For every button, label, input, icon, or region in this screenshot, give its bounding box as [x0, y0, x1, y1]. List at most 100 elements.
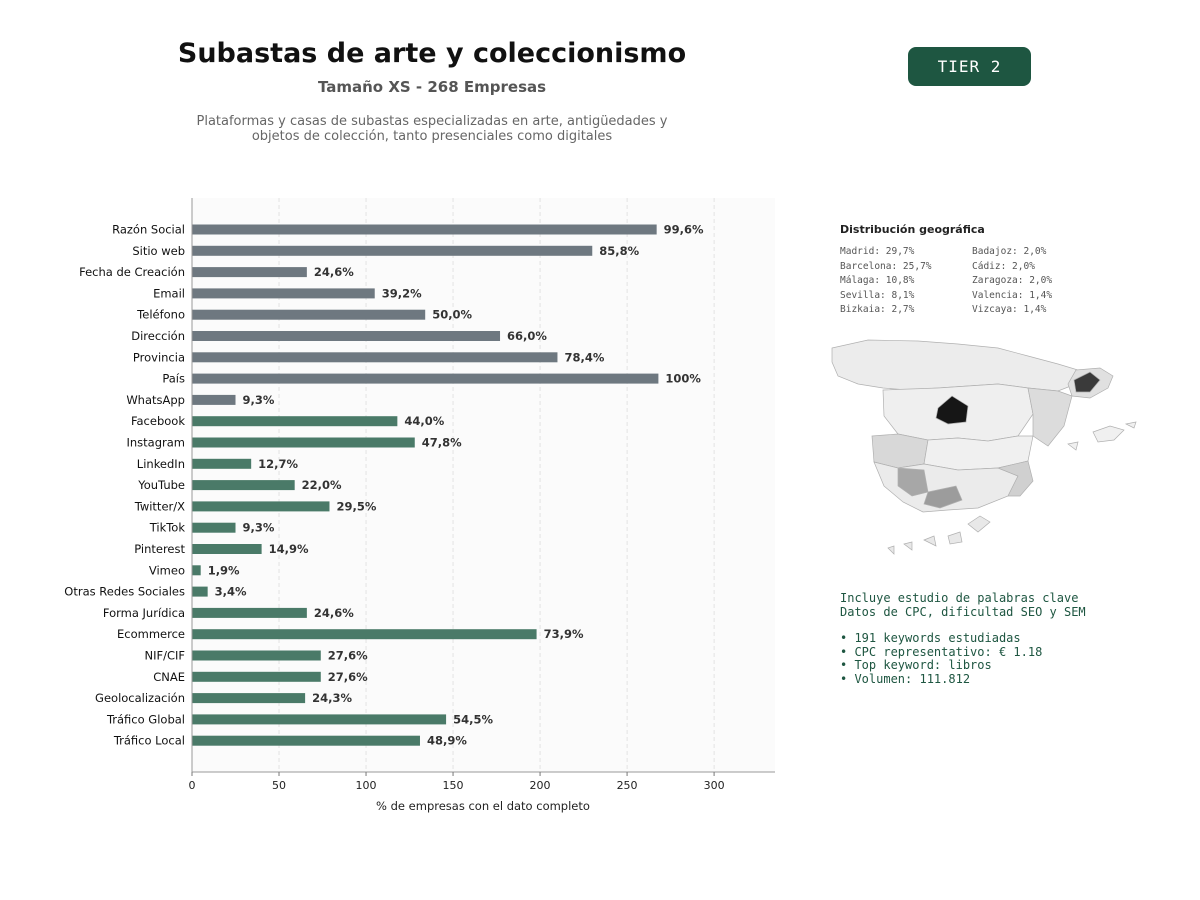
category-label: Dirección: [131, 329, 185, 343]
geo-item: Barcelona: 25,7%: [840, 260, 932, 272]
bar: [192, 437, 415, 448]
category-label: Instagram: [126, 436, 185, 450]
x-tick-label: 150: [443, 779, 464, 792]
category-label: NIF/CIF: [144, 649, 185, 663]
geo-item: Madrid: 29,7%: [840, 246, 915, 257]
map-region-balearic: [1067, 421, 1137, 451]
bar: [192, 288, 375, 299]
category-label: CNAE: [153, 670, 185, 684]
x-tick-label: 200: [530, 779, 551, 792]
bar: [192, 352, 558, 363]
category-label: Pinterest: [134, 542, 185, 556]
bar: [192, 650, 321, 661]
keywords-line-2: Datos de CPC, dificultad SEO y SEM: [840, 604, 1086, 619]
keywords-panel: Incluye estudio de palabras clave Datos …: [840, 591, 1086, 686]
data-label: 73,9%: [544, 627, 584, 641]
map-region-madrid: [935, 395, 969, 425]
data-label: 100%: [665, 372, 701, 386]
data-label: 14,9%: [269, 542, 309, 556]
keywords-bullet: • CPC representativo: € 1.18: [840, 644, 1043, 659]
data-label: 78,4%: [564, 350, 604, 364]
category-label: Geolocalización: [95, 691, 185, 705]
category-label: WhatsApp: [126, 393, 185, 407]
keywords-line-1: Incluye estudio de palabras clave: [840, 591, 1079, 605]
category-label: Facebook: [131, 414, 185, 428]
data-label: 24,3%: [312, 691, 352, 705]
bar: [192, 735, 420, 746]
category-label: Razón Social: [112, 223, 185, 237]
data-label: 29,5%: [336, 499, 376, 513]
category-label: Tráfico Global: [106, 712, 185, 726]
geo-item: Vizcaya: 1,4%: [972, 304, 1047, 315]
data-label: 22,0%: [302, 478, 342, 492]
bar: [192, 693, 306, 704]
geo-item: Cádiz: 2,0%: [972, 260, 1035, 272]
data-label: 24,6%: [314, 265, 354, 279]
x-ticks: 0 50 100 150 200 250 300: [189, 772, 725, 792]
bar: [192, 544, 262, 554]
map-region-canary: [887, 515, 991, 555]
map-region-malaga: [923, 485, 963, 509]
bars: Razón Social 99,6% Sitio web 85,8% Fecha de …: [64, 223, 704, 748]
bar: [192, 245, 593, 256]
data-label: 9,3%: [243, 521, 275, 535]
map-region-barcelona: [1073, 371, 1101, 393]
geo-distribution-list: Madrid: 29,7% Badajoz: 2,0% Barcelona: 2…: [840, 246, 1110, 315]
bar: [192, 714, 447, 725]
page-subtitle: Tamaño XS - 268 Empresas: [317, 78, 547, 96]
geo-item: Málaga: 10,8%: [840, 275, 915, 286]
bar: [192, 480, 295, 491]
bar: [192, 394, 236, 405]
bar: [192, 267, 307, 278]
data-label: 39,2%: [382, 286, 422, 300]
category-label: Otras Redes Sociales: [64, 585, 185, 599]
bar: [192, 373, 659, 384]
data-label: 3,4%: [215, 585, 247, 599]
bar: [192, 224, 657, 235]
description-line-2: objetos de colección, tanto presenciales…: [251, 129, 613, 144]
category-label: Forma Jurídica: [103, 606, 185, 620]
data-label: 27,6%: [328, 670, 368, 684]
data-label: 1,9%: [208, 563, 240, 577]
data-label: 85,8%: [599, 244, 639, 258]
category-label: Provincia: [133, 350, 185, 364]
description-line-1: Plataformas y casas de subastas especial…: [196, 114, 668, 129]
bar: [192, 565, 201, 576]
map-region-seville: [897, 467, 929, 497]
category-label: Fecha de Creación: [79, 265, 185, 279]
map-region-murcia: [996, 460, 1034, 497]
data-label: 99,6%: [664, 223, 704, 237]
page-title: Subastas de arte y coleccionismo: [177, 38, 687, 69]
page-description: Plataformas y casas de subastas especial…: [182, 114, 682, 144]
map-region-extremadura: [871, 433, 929, 469]
category-label: País: [162, 372, 185, 386]
x-tick-label: 300: [704, 779, 725, 792]
bar: [192, 309, 426, 320]
bar: [192, 629, 537, 640]
geo-title: Distribución geográfica: [840, 223, 985, 236]
x-tick-label: 250: [617, 779, 638, 792]
data-label: 44,0%: [404, 414, 444, 428]
x-tick-label: 50: [272, 779, 286, 792]
keywords-bullet: • Volumen: 111.812: [840, 671, 971, 686]
data-label: 48,9%: [427, 734, 467, 748]
data-label: 50,0%: [432, 308, 472, 322]
data-label: 54,5%: [453, 712, 493, 726]
x-axis-label: % de empresas con el dato completo: [376, 799, 590, 813]
category-label: Tráfico Local: [113, 734, 185, 748]
data-label: 24,6%: [314, 606, 354, 620]
data-label: 12,7%: [258, 457, 298, 471]
geo-item: Bizkaia: 2,7%: [840, 304, 915, 315]
map-region-north: [831, 339, 1079, 392]
data-label: 9,3%: [243, 393, 275, 407]
data-label: 47,8%: [422, 436, 462, 450]
tier-badge: TIER 2: [908, 47, 1031, 86]
data-label: 66,0%: [507, 329, 547, 343]
geo-item: Valencia: 1,4%: [972, 289, 1053, 301]
data-label: 27,6%: [328, 649, 368, 663]
category-label: Twitter/X: [134, 499, 185, 513]
spain-choropleth-map: [831, 339, 1137, 555]
bar: [192, 458, 252, 469]
category-label: YouTube: [137, 478, 185, 492]
bar-chart: Razón Social 99,6% Sitio web 85,8% Fecha de …: [64, 198, 775, 813]
